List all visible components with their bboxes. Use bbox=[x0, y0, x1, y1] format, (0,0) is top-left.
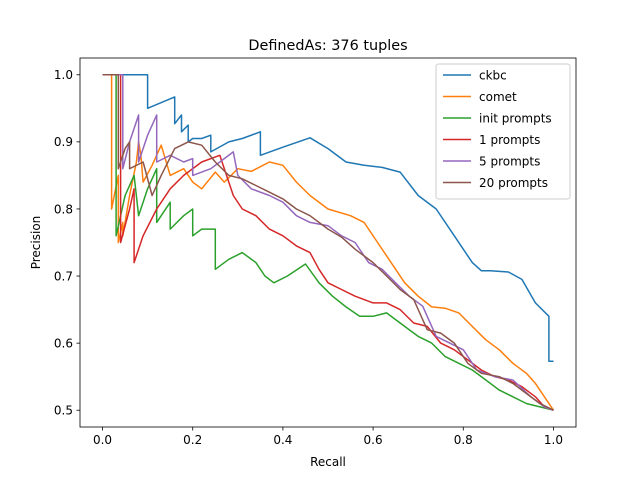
x-tick-label: 0.2 bbox=[183, 433, 202, 447]
series-line-5 bbox=[102, 74, 554, 411]
x-axis-label: Recall bbox=[310, 455, 346, 469]
legend: ckbc comet init prompts 1 prompts 5 prompts 2… bbox=[435, 63, 571, 200]
y-tick-label: 0.9 bbox=[54, 135, 73, 149]
legend-label: 1 prompts bbox=[479, 133, 540, 147]
y-tick-label: 0.5 bbox=[54, 404, 73, 418]
chart-title: DefinedAs: 376 tuples bbox=[248, 38, 407, 54]
y-axis-label: Precision bbox=[29, 216, 43, 270]
series-line-1 bbox=[102, 74, 555, 411]
x-axis: 0.0 0.2 0.4 0.6 0.8 1.0 bbox=[93, 427, 563, 447]
y-tick-label: 0.7 bbox=[54, 269, 73, 283]
y-axis: 0.5 0.6 0.7 0.8 0.9 1.0 bbox=[54, 68, 80, 418]
legend-label: 20 prompts bbox=[479, 176, 548, 190]
x-tick-label: 0.6 bbox=[364, 433, 383, 447]
legend-label: init prompts bbox=[479, 111, 552, 125]
x-tick-label: 0.4 bbox=[273, 433, 292, 447]
legend-box bbox=[435, 63, 571, 200]
series-line-3 bbox=[102, 74, 554, 411]
series-line-0 bbox=[102, 74, 554, 363]
series-line-4 bbox=[102, 74, 554, 411]
legend-label: 5 prompts bbox=[479, 154, 540, 168]
y-tick-label: 1.0 bbox=[54, 68, 73, 82]
plot-frame bbox=[79, 57, 577, 428]
y-tick-label: 0.8 bbox=[54, 202, 73, 216]
x-tick-label: 0.8 bbox=[454, 433, 473, 447]
x-tick-label: 1.0 bbox=[544, 433, 563, 447]
series-line-2 bbox=[102, 74, 554, 411]
y-tick-label: 0.6 bbox=[54, 336, 73, 350]
x-tick-label: 0.0 bbox=[93, 433, 112, 447]
series-layer bbox=[102, 74, 555, 411]
legend-label: comet bbox=[479, 90, 517, 104]
legend-label: ckbc bbox=[479, 68, 507, 82]
